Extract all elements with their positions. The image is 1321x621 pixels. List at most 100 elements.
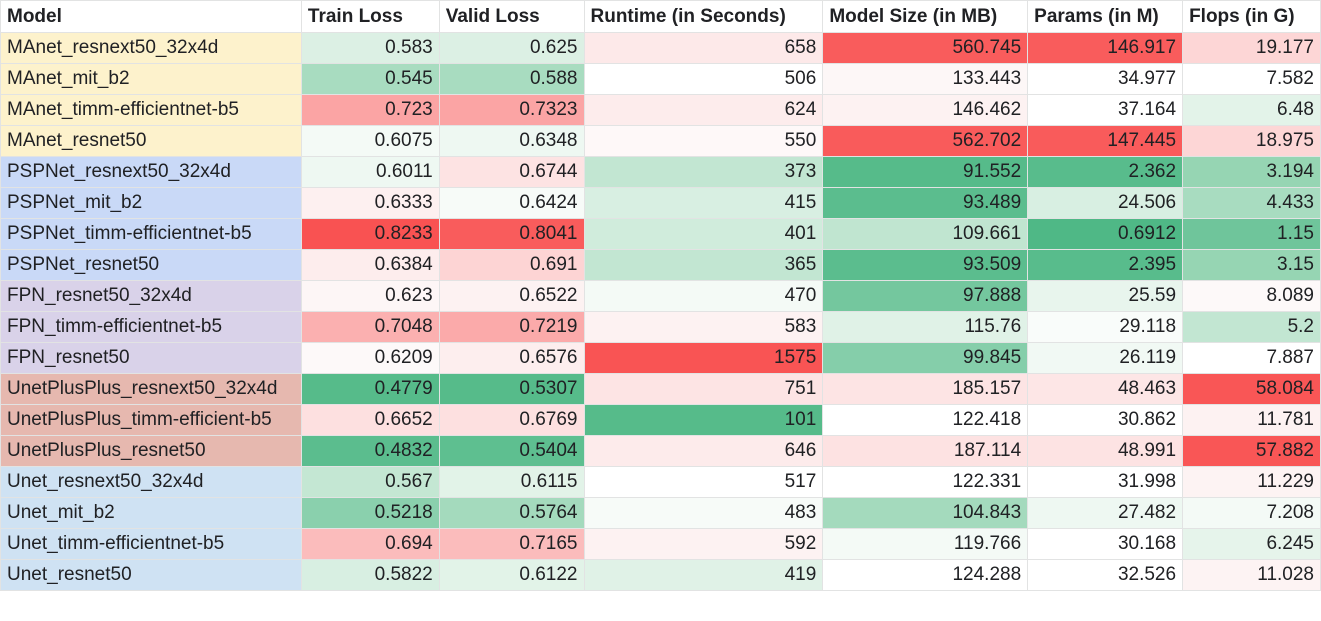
flops-cell[interactable]: 6.245 bbox=[1182, 528, 1321, 560]
model-name-cell[interactable]: Unet_timm-efficientnet-b5 bbox=[0, 528, 302, 560]
train-loss-cell[interactable]: 0.6011 bbox=[300, 156, 440, 188]
runtime-cell[interactable]: 419 bbox=[583, 559, 824, 591]
column-header-model[interactable]: Model bbox=[0, 0, 302, 33]
train-loss-cell[interactable]: 0.6209 bbox=[300, 342, 440, 374]
params-cell[interactable]: 146.917 bbox=[1027, 32, 1184, 64]
model-size-cell[interactable]: 93.509 bbox=[822, 249, 1029, 281]
valid-loss-cell[interactable]: 0.6522 bbox=[438, 280, 585, 312]
params-cell[interactable]: 0.6912 bbox=[1027, 218, 1184, 250]
params-cell[interactable]: 48.463 bbox=[1027, 373, 1184, 405]
model-size-cell[interactable]: 93.489 bbox=[822, 187, 1029, 219]
model-size-cell[interactable]: 122.418 bbox=[822, 404, 1029, 436]
model-name-cell[interactable]: MAnet_timm-efficientnet-b5 bbox=[0, 94, 302, 126]
flops-cell[interactable]: 11.028 bbox=[1182, 559, 1321, 591]
params-cell[interactable]: 32.526 bbox=[1027, 559, 1184, 591]
valid-loss-cell[interactable]: 0.6744 bbox=[438, 156, 585, 188]
valid-loss-cell[interactable]: 0.5764 bbox=[438, 497, 585, 529]
model-name-cell[interactable]: Unet_resnet50 bbox=[0, 559, 302, 591]
params-cell[interactable]: 27.482 bbox=[1027, 497, 1184, 529]
runtime-cell[interactable]: 517 bbox=[583, 466, 824, 498]
train-loss-cell[interactable]: 0.545 bbox=[300, 63, 440, 95]
train-loss-cell[interactable]: 0.6333 bbox=[300, 187, 440, 219]
flops-cell[interactable]: 3.194 bbox=[1182, 156, 1321, 188]
train-loss-cell[interactable]: 0.694 bbox=[300, 528, 440, 560]
model-name-cell[interactable]: FPN_resnet50_32x4d bbox=[0, 280, 302, 312]
flops-cell[interactable]: 8.089 bbox=[1182, 280, 1321, 312]
params-cell[interactable]: 30.862 bbox=[1027, 404, 1184, 436]
valid-loss-cell[interactable]: 0.6424 bbox=[438, 187, 585, 219]
valid-loss-cell[interactable]: 0.6122 bbox=[438, 559, 585, 591]
model-size-cell[interactable]: 99.845 bbox=[822, 342, 1029, 374]
flops-cell[interactable]: 6.48 bbox=[1182, 94, 1321, 126]
runtime-cell[interactable]: 1575 bbox=[583, 342, 824, 374]
flops-cell[interactable]: 1.15 bbox=[1182, 218, 1321, 250]
runtime-cell[interactable]: 415 bbox=[583, 187, 824, 219]
model-name-cell[interactable]: Unet_resnext50_32x4d bbox=[0, 466, 302, 498]
valid-loss-cell[interactable]: 0.7323 bbox=[438, 94, 585, 126]
model-size-cell[interactable]: 115.76 bbox=[822, 311, 1029, 343]
valid-loss-cell[interactable]: 0.588 bbox=[438, 63, 585, 95]
runtime-cell[interactable]: 401 bbox=[583, 218, 824, 250]
model-size-cell[interactable]: 146.462 bbox=[822, 94, 1029, 126]
params-cell[interactable]: 48.991 bbox=[1027, 435, 1184, 467]
runtime-cell[interactable]: 470 bbox=[583, 280, 824, 312]
model-size-cell[interactable]: 560.745 bbox=[822, 32, 1029, 64]
train-loss-cell[interactable]: 0.8233 bbox=[300, 218, 440, 250]
params-cell[interactable]: 37.164 bbox=[1027, 94, 1184, 126]
flops-cell[interactable]: 19.177 bbox=[1182, 32, 1321, 64]
model-size-cell[interactable]: 104.843 bbox=[822, 497, 1029, 529]
runtime-cell[interactable]: 101 bbox=[583, 404, 824, 436]
flops-cell[interactable]: 58.084 bbox=[1182, 373, 1321, 405]
train-loss-cell[interactable]: 0.7048 bbox=[300, 311, 440, 343]
model-name-cell[interactable]: FPN_resnet50 bbox=[0, 342, 302, 374]
valid-loss-cell[interactable]: 0.6348 bbox=[438, 125, 585, 157]
flops-cell[interactable]: 3.15 bbox=[1182, 249, 1321, 281]
valid-loss-cell[interactable]: 0.691 bbox=[438, 249, 585, 281]
train-loss-cell[interactable]: 0.4832 bbox=[300, 435, 440, 467]
model-name-cell[interactable]: MAnet_resnet50 bbox=[0, 125, 302, 157]
train-loss-cell[interactable]: 0.6075 bbox=[300, 125, 440, 157]
valid-loss-cell[interactable]: 0.6576 bbox=[438, 342, 585, 374]
train-loss-cell[interactable]: 0.567 bbox=[300, 466, 440, 498]
flops-cell[interactable]: 4.433 bbox=[1182, 187, 1321, 219]
flops-cell[interactable]: 18.975 bbox=[1182, 125, 1321, 157]
model-name-cell[interactable]: Unet_mit_b2 bbox=[0, 497, 302, 529]
valid-loss-cell[interactable]: 0.6115 bbox=[438, 466, 585, 498]
model-size-cell[interactable]: 97.888 bbox=[822, 280, 1029, 312]
train-loss-cell[interactable]: 0.5218 bbox=[300, 497, 440, 529]
model-size-cell[interactable]: 119.766 bbox=[822, 528, 1029, 560]
train-loss-cell[interactable]: 0.4779 bbox=[300, 373, 440, 405]
params-cell[interactable]: 34.977 bbox=[1027, 63, 1184, 95]
runtime-cell[interactable]: 658 bbox=[583, 32, 824, 64]
flops-cell[interactable]: 7.887 bbox=[1182, 342, 1321, 374]
model-name-cell[interactable]: UnetPlusPlus_timm-efficient-b5 bbox=[0, 404, 302, 436]
runtime-cell[interactable]: 624 bbox=[583, 94, 824, 126]
flops-cell[interactable]: 5.2 bbox=[1182, 311, 1321, 343]
column-header-params[interactable]: Params (in M) bbox=[1027, 0, 1184, 33]
model-name-cell[interactable]: PSPNet_timm-efficientnet-b5 bbox=[0, 218, 302, 250]
column-header-flops[interactable]: Flops (in G) bbox=[1182, 0, 1321, 33]
params-cell[interactable]: 147.445 bbox=[1027, 125, 1184, 157]
model-size-cell[interactable]: 185.157 bbox=[822, 373, 1029, 405]
model-name-cell[interactable]: UnetPlusPlus_resnext50_32x4d bbox=[0, 373, 302, 405]
train-loss-cell[interactable]: 0.583 bbox=[300, 32, 440, 64]
column-header-runtime[interactable]: Runtime (in Seconds) bbox=[583, 0, 824, 33]
model-size-cell[interactable]: 124.288 bbox=[822, 559, 1029, 591]
runtime-cell[interactable]: 751 bbox=[583, 373, 824, 405]
runtime-cell[interactable]: 506 bbox=[583, 63, 824, 95]
train-loss-cell[interactable]: 0.6384 bbox=[300, 249, 440, 281]
model-size-cell[interactable]: 122.331 bbox=[822, 466, 1029, 498]
model-name-cell[interactable]: PSPNet_mit_b2 bbox=[0, 187, 302, 219]
valid-loss-cell[interactable]: 0.625 bbox=[438, 32, 585, 64]
params-cell[interactable]: 31.998 bbox=[1027, 466, 1184, 498]
flops-cell[interactable]: 11.781 bbox=[1182, 404, 1321, 436]
model-size-cell[interactable]: 133.443 bbox=[822, 63, 1029, 95]
model-name-cell[interactable]: PSPNet_resnet50 bbox=[0, 249, 302, 281]
valid-loss-cell[interactable]: 0.7219 bbox=[438, 311, 585, 343]
flops-cell[interactable]: 11.229 bbox=[1182, 466, 1321, 498]
model-size-cell[interactable]: 187.114 bbox=[822, 435, 1029, 467]
model-name-cell[interactable]: UnetPlusPlus_resnet50 bbox=[0, 435, 302, 467]
flops-cell[interactable]: 7.582 bbox=[1182, 63, 1321, 95]
valid-loss-cell[interactable]: 0.5307 bbox=[438, 373, 585, 405]
params-cell[interactable]: 29.118 bbox=[1027, 311, 1184, 343]
